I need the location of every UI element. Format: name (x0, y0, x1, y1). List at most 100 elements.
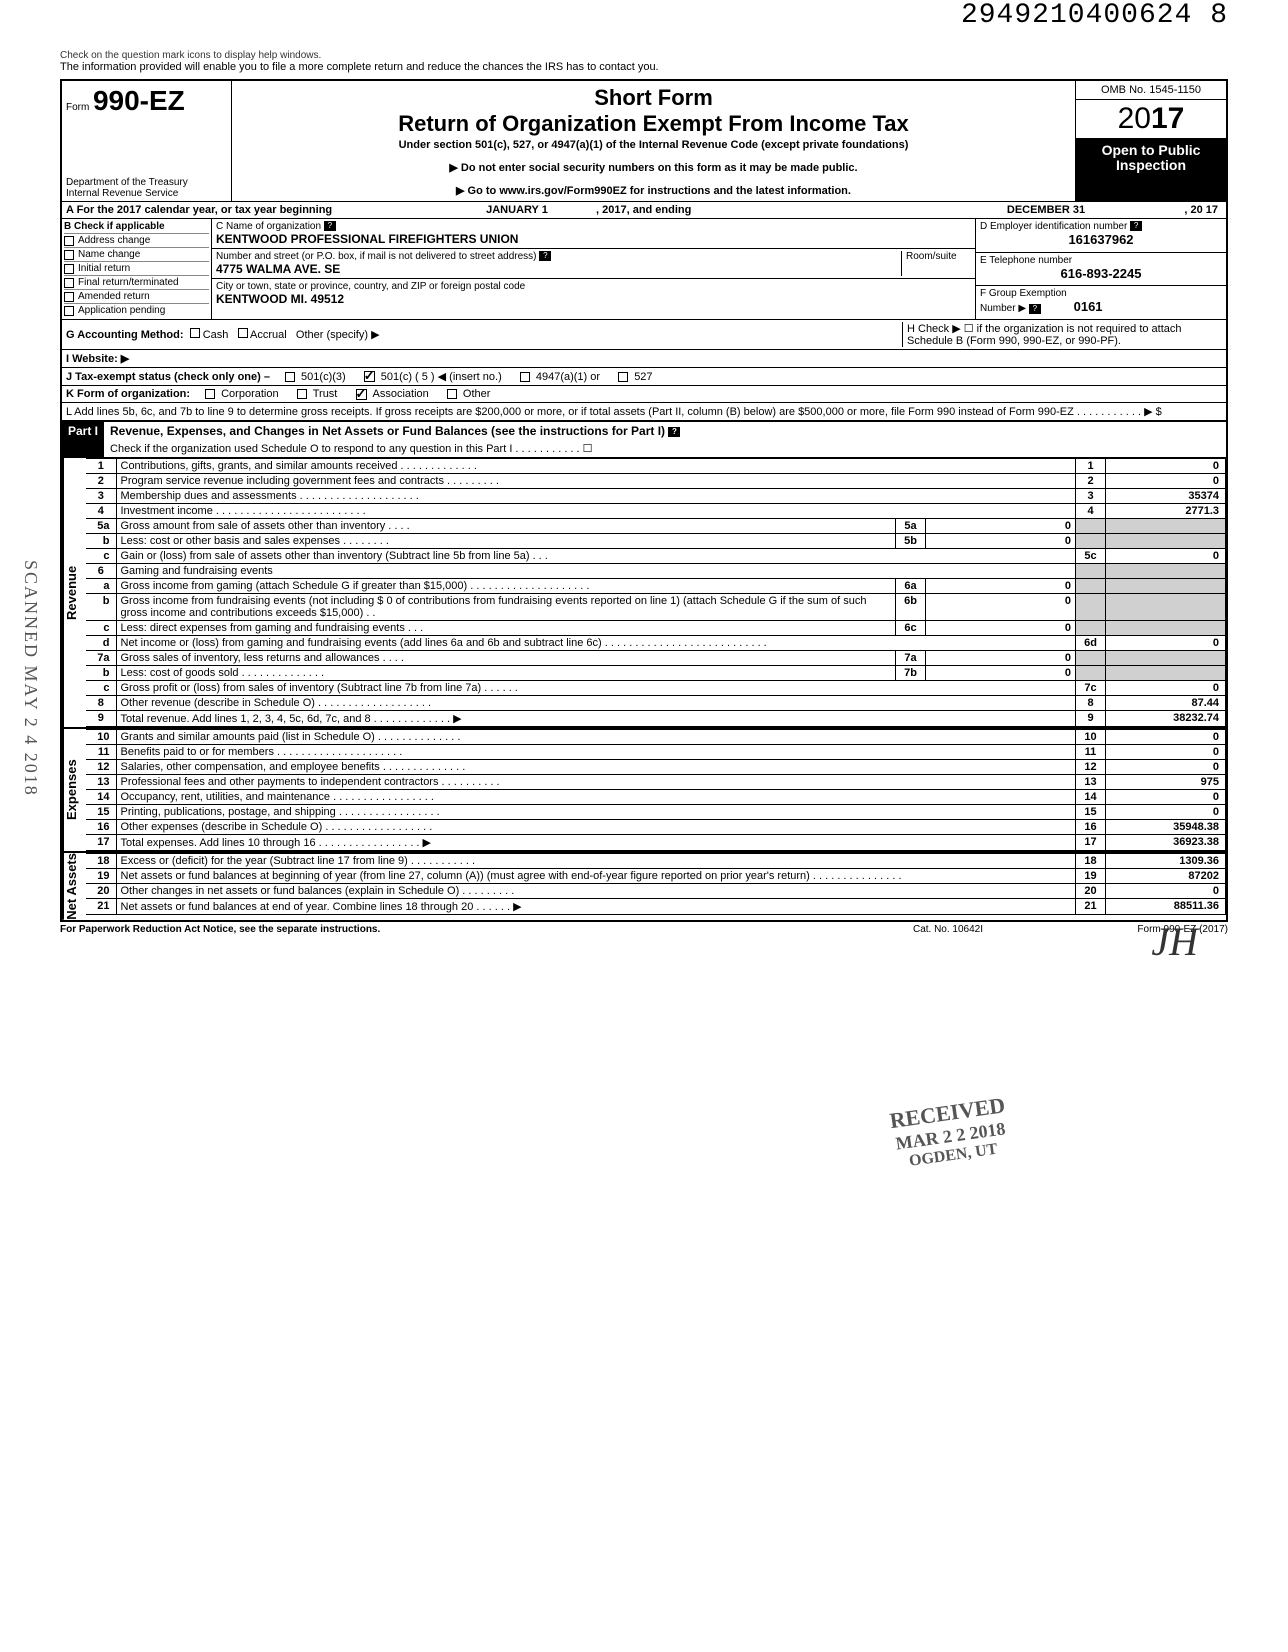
cb-address-change[interactable]: Address change (64, 233, 209, 246)
cb-amended-return[interactable]: Amended return (64, 289, 209, 302)
tel-label: E Telephone number (980, 255, 1072, 266)
cb-cash[interactable] (190, 328, 200, 338)
line-number: 15 (86, 805, 116, 820)
netassets-table: 18Excess or (deficit) for the year (Subt… (86, 853, 1226, 915)
line-amount: 35374 (1106, 489, 1226, 504)
cb-association[interactable] (356, 389, 367, 400)
cb-501c[interactable] (364, 371, 375, 382)
form-number: 990-EZ (93, 85, 185, 116)
dept-line-1: Department of the Treasury (66, 177, 188, 188)
help-icon[interactable]: ? (539, 251, 551, 261)
document-id: 2949210400624 8 (961, 0, 1228, 31)
open-to-public: Open to Public Inspection (1076, 139, 1226, 201)
line-description: Less: cost of goods sold . . . . . . . .… (116, 666, 896, 681)
line-amount: 0 (1106, 549, 1226, 564)
short-form-label: Short Form (242, 85, 1065, 111)
cb-527[interactable] (618, 372, 628, 382)
under-section-text: Under section 501(c), 527, or 4947(a)(1)… (242, 139, 1065, 151)
footer-center: Cat. No. 10642I (848, 924, 1048, 935)
line-description: Program service revenue including govern… (116, 474, 1076, 489)
line-description: Investment income . . . . . . . . . . . … (116, 504, 1076, 519)
line-description: Membership dues and assessments . . . . … (116, 489, 1076, 504)
line-amount-shade (1106, 579, 1226, 594)
line-amount: 87.44 (1106, 696, 1226, 711)
line-right-shade (1076, 519, 1106, 534)
column-c: C Name of organization ? KENTWOOD PROFES… (212, 219, 976, 319)
line-amount-shade (1106, 594, 1226, 621)
line-mid-value: 0 (926, 579, 1076, 594)
line-number: 19 (86, 869, 116, 884)
cb-initial-return[interactable]: Initial return (64, 261, 209, 274)
row-j-label: J Tax-exempt status (check only one) – (66, 371, 270, 383)
line-amount: 35948.38 (1106, 820, 1226, 835)
cb-final-return[interactable]: Final return/terminated (64, 275, 209, 288)
expenses-table: 10Grants and similar amounts paid (list … (86, 729, 1226, 851)
line-description: Gross profit or (loss) from sales of inv… (116, 681, 1076, 696)
ssn-note: ▶ Do not enter social security numbers o… (242, 161, 1065, 174)
cb-corporation[interactable] (205, 389, 215, 399)
cb-application-pending[interactable]: Application pending (64, 303, 209, 316)
help-icon[interactable]: ? (1029, 304, 1041, 314)
ein-value: 161637962 (980, 232, 1222, 247)
line-number: 21 (86, 899, 116, 915)
line-number: 1 (86, 459, 116, 474)
line-right-shade (1076, 651, 1106, 666)
line-number: 8 (86, 696, 116, 711)
cb-4947[interactable] (520, 372, 530, 382)
help-icon[interactable]: ? (668, 427, 680, 437)
line-right-number: 16 (1076, 820, 1106, 835)
line-description: Gross sales of inventory, less returns a… (116, 651, 896, 666)
group-label: F Group Exemption (980, 288, 1067, 299)
line-description: Gain or (loss) from sale of assets other… (116, 549, 1076, 564)
revenue-table: 1Contributions, gifts, grants, and simil… (86, 458, 1226, 727)
line-description: Gross amount from sale of assets other t… (116, 519, 896, 534)
line-box-number: 6b (896, 594, 926, 621)
line-number: 5a (86, 519, 116, 534)
line-mid-value: 0 (926, 519, 1076, 534)
line-amount: 0 (1106, 805, 1226, 820)
line-description: Net assets or fund balances at beginning… (116, 869, 1076, 884)
line-mid-value: 0 (926, 534, 1076, 549)
tax-year-end: DECEMBER 31 (946, 202, 1146, 218)
row-a-endyear: , 20 17 (1146, 202, 1226, 218)
line-amount-shade (1106, 534, 1226, 549)
cb-name-change[interactable]: Name change (64, 247, 209, 260)
line-number: 10 (86, 730, 116, 745)
line-number: 16 (86, 820, 116, 835)
line-number: 20 (86, 884, 116, 899)
line-amount: 0 (1106, 636, 1226, 651)
line-number: c (86, 681, 116, 696)
line-mid-value: 0 (926, 666, 1076, 681)
help-icon[interactable]: ? (1130, 221, 1142, 231)
line-right-number: 9 (1076, 711, 1106, 727)
cb-trust[interactable] (297, 389, 307, 399)
line-amount: 0 (1106, 760, 1226, 775)
line-amount-shade (1106, 666, 1226, 681)
line-description: Occupancy, rent, utilities, and maintena… (116, 790, 1076, 805)
line-description: Net assets or fund balances at end of ye… (116, 899, 1076, 915)
year-suffix: 17 (1151, 102, 1184, 135)
line-right-number: 14 (1076, 790, 1106, 805)
line-number: a (86, 579, 116, 594)
line-description: Other revenue (describe in Schedule O) .… (116, 696, 1076, 711)
year-prefix: 20 (1118, 102, 1151, 135)
stamp-received: RECEIVED MAR 2 2 2018 OGDEN, UT (888, 1092, 1012, 1173)
cb-501c3[interactable] (285, 372, 295, 382)
signature-initials: JH (1151, 918, 1198, 965)
row-k-label: K Form of organization: (66, 388, 190, 400)
cb-accrual[interactable] (238, 328, 248, 338)
help-icon[interactable]: ? (324, 221, 336, 231)
part-1-title: Revenue, Expenses, and Changes in Net As… (104, 422, 1226, 440)
row-a-label: A For the 2017 calendar year, or tax yea… (62, 202, 442, 218)
footer-right: Form 990-EZ (2017) (1048, 924, 1228, 935)
website-note: ▶ Go to www.irs.gov/Form990EZ for instru… (242, 184, 1065, 197)
line-box-number: 7b (896, 666, 926, 681)
form-990ez: Form 990-EZ Department of the Treasury I… (60, 79, 1228, 922)
org-street: 4775 WALMA AVE. SE (216, 262, 340, 276)
part-1-label: Part I (62, 422, 104, 457)
line-amount: 0 (1106, 790, 1226, 805)
street-label: Number and street (or P.O. box, if mail … (216, 251, 537, 262)
cb-other[interactable] (447, 389, 457, 399)
line-amount: 0 (1106, 681, 1226, 696)
row-i-label: I Website: ▶ (66, 353, 129, 365)
